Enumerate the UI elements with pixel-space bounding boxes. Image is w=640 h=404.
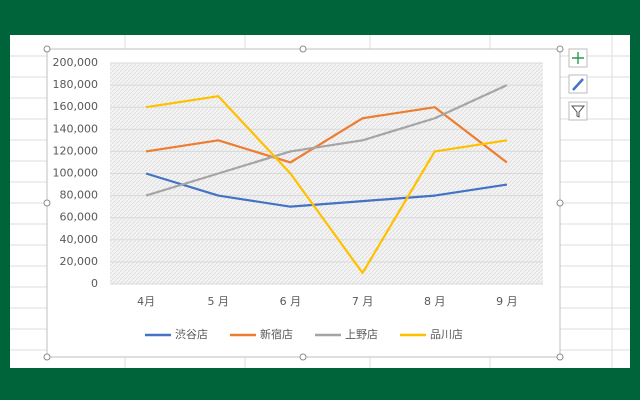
x-tick-label: 8 月 <box>424 295 446 308</box>
x-tick-label: 7 月 <box>352 295 374 308</box>
handles <box>43 45 564 361</box>
y-tick-label: 140,000 <box>53 122 99 135</box>
y-tick-label: 180,000 <box>53 78 99 91</box>
series-line <box>145 172 508 208</box>
x-tick-label: 4月 <box>137 295 155 308</box>
series-line <box>145 95 508 275</box>
x-tick-label: 5 月 <box>208 295 230 308</box>
y-tick-label: 120,000 <box>53 144 99 157</box>
legend-label: 新宿店 <box>260 327 293 341</box>
y-tick-label: 160,000 <box>53 100 99 113</box>
series-line <box>145 106 508 164</box>
y-tick-label: 40,000 <box>60 233 99 246</box>
x-tick-label: 9 月 <box>496 295 518 308</box>
y-tick-label: 0 <box>91 277 98 290</box>
legend-label: 上野店 <box>345 327 378 341</box>
legend-label: 渋谷店 <box>175 327 208 341</box>
y-tick-label: 100,000 <box>53 167 99 180</box>
y-tick-label: 200,000 <box>53 56 99 69</box>
series-line <box>145 84 508 197</box>
y-tick-label: 80,000 <box>60 189 99 202</box>
filter-button[interactable] <box>568 101 588 121</box>
x-tick-label: 6 月 <box>280 295 302 308</box>
y-tick-label: 60,000 <box>60 211 99 224</box>
chart-tools <box>568 48 588 121</box>
y-tick-label: 20,000 <box>60 255 99 268</box>
legend-label: 品川店 <box>430 327 463 341</box>
